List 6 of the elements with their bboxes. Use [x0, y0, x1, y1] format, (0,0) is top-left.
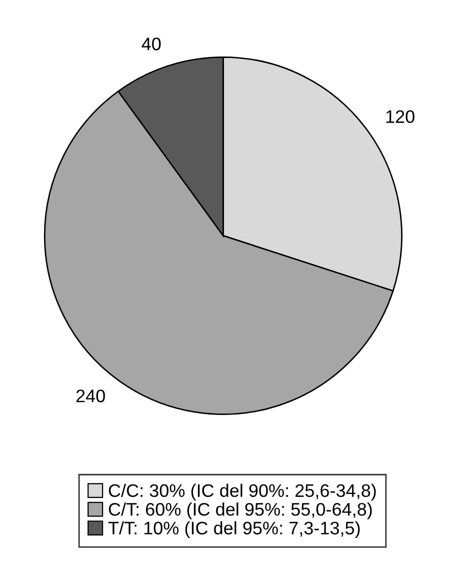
- legend-label: C/C: 30% (IC del 90%: 25,6-34,8): [108, 484, 376, 501]
- legend-label: T/T: 10% (IC del 95%: 7,3-13,5): [108, 521, 360, 538]
- data-label: 120: [386, 110, 414, 124]
- data-label: 240: [76, 390, 105, 402]
- data-label: 40: [142, 38, 161, 50]
- legend-label: C/T: 60% (IC del 95%: 55,0-64,8): [108, 502, 372, 520]
